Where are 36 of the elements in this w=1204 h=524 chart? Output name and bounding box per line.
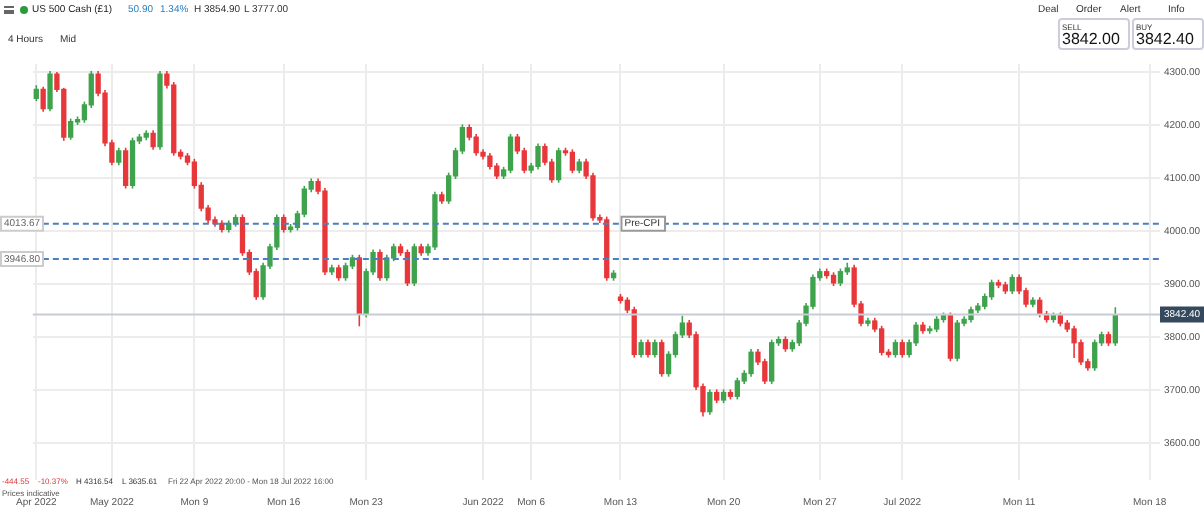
candlestick <box>707 388 713 416</box>
candlestick <box>1071 324 1077 359</box>
candlestick <box>555 146 562 184</box>
candlestick <box>899 338 905 359</box>
candlestick <box>947 311 954 363</box>
candlestick <box>68 117 74 141</box>
candlestick <box>892 338 899 359</box>
text: 3842.40 <box>1136 30 1194 48</box>
candlestick <box>569 148 576 174</box>
candlestick <box>1009 273 1015 295</box>
candlestick <box>122 146 129 190</box>
candlestick <box>40 85 46 113</box>
candlestick <box>748 348 754 378</box>
candlestick <box>645 338 651 359</box>
candlestick <box>150 129 156 151</box>
candlestick <box>342 261 349 282</box>
candlestick <box>631 305 637 359</box>
candlestick <box>507 133 514 174</box>
candlestick <box>404 248 411 287</box>
candlestick <box>47 70 53 112</box>
candlestick <box>1092 338 1098 372</box>
candlestick <box>638 338 644 359</box>
candlestick <box>988 278 995 301</box>
candlestick <box>411 242 417 287</box>
candlestick <box>878 324 885 357</box>
candlestick <box>652 338 658 359</box>
candlestick <box>535 142 541 171</box>
candlestick <box>762 357 768 385</box>
candlestick <box>734 376 740 401</box>
candlestick <box>769 338 775 385</box>
text: 3842.00 <box>1062 30 1120 48</box>
candlestick <box>129 136 136 190</box>
candlestick <box>954 319 960 363</box>
candlestick <box>659 338 665 378</box>
candlestick <box>377 248 383 282</box>
candlestick <box>1112 306 1118 347</box>
